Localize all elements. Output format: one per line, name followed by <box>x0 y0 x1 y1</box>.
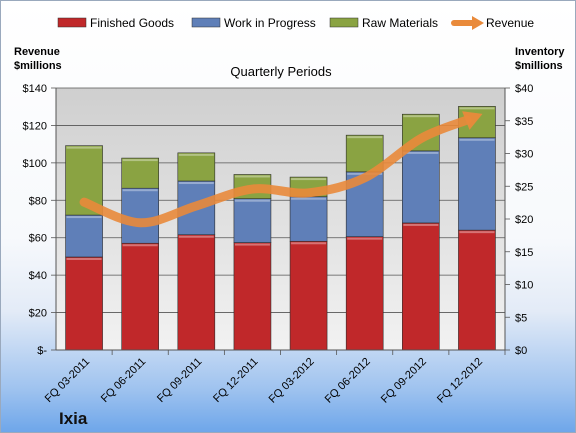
bar-highlight <box>66 257 102 260</box>
left-tick-label: $100 <box>23 158 47 170</box>
left-tick-label: $- <box>37 345 47 357</box>
x-tick-label: FQ 06-2011 <box>99 356 148 405</box>
legend-label: Finished Goods <box>90 16 174 30</box>
bar-finished-goods <box>289 240 328 351</box>
left-tick-label: $120 <box>23 120 47 132</box>
bar-highlight <box>459 138 495 141</box>
revenue-point <box>419 137 422 140</box>
bar-highlight <box>122 244 158 247</box>
legend-label: Work in Progress <box>224 16 316 30</box>
bar-highlight <box>347 136 383 139</box>
bar-work-in-progress <box>65 214 103 258</box>
x-tick-label: FQ 03-2012 <box>267 356 317 406</box>
right-tick-label: $40 <box>515 83 533 95</box>
bar-finished-goods <box>345 236 384 351</box>
right-tick-label: $15 <box>515 247 533 259</box>
bar-highlight <box>234 199 270 202</box>
revenue-point <box>363 176 366 179</box>
bar-highlight <box>459 107 495 110</box>
bar-highlight <box>122 189 158 192</box>
bar-raw-materials <box>121 157 159 189</box>
bar-finished-goods <box>233 242 272 351</box>
bar-highlight <box>403 223 439 226</box>
left-tick-label: $20 <box>29 308 47 320</box>
left-axis-title-line-1: Revenue <box>14 46 60 58</box>
bar-finished-goods <box>177 234 216 351</box>
x-tick-label: FQ 09-2012 <box>379 356 429 406</box>
legend-swatch-raw-materials <box>329 17 359 28</box>
chart-title: Quarterly Periods <box>230 64 332 79</box>
bar-highlight <box>291 178 327 181</box>
left-tick-label: $60 <box>29 233 47 245</box>
bar-finished-goods <box>458 229 496 351</box>
left-tick-label: $80 <box>29 195 47 207</box>
right-tick-label: $25 <box>515 181 533 193</box>
company-name: Ixia <box>59 409 88 428</box>
left-tick-label: $40 <box>29 270 47 282</box>
bar-highlight <box>178 235 214 238</box>
right-tick-label: $5 <box>515 312 527 324</box>
bar-highlight <box>66 146 102 149</box>
bar-highlight <box>403 115 439 118</box>
right-tick-label: $0 <box>515 345 527 357</box>
bar-highlight <box>178 182 214 185</box>
bar-finished-goods <box>402 222 440 351</box>
revenue-point <box>251 188 254 191</box>
x-tick-label: FQ 09-2011 <box>155 356 204 405</box>
x-tick-label: FQ 03-2011 <box>43 356 92 405</box>
legend-swatch-work-in-progress <box>191 17 221 28</box>
x-tick-label: FQ 06-2012 <box>323 356 373 406</box>
bar-highlight <box>459 231 495 234</box>
left-axis-title-line-2: $millions <box>14 60 62 72</box>
revenue-point <box>475 115 478 118</box>
right-tick-label: $35 <box>515 116 533 128</box>
right-tick-label: $20 <box>515 214 533 226</box>
right-tick-label: $10 <box>515 280 533 292</box>
right-tick-label: $30 <box>515 149 533 161</box>
right-axis-title-line-1: Inventory <box>515 46 565 58</box>
bar-highlight <box>122 159 158 162</box>
revenue-point <box>139 221 142 224</box>
bar-finished-goods <box>65 256 103 351</box>
bar-highlight <box>66 216 102 219</box>
bar-work-in-progress <box>402 150 440 224</box>
bar-highlight <box>178 153 214 156</box>
revenue-point <box>307 191 310 194</box>
legend-label: Revenue <box>486 16 534 30</box>
bar-highlight <box>403 151 439 154</box>
revenue-point <box>195 204 198 207</box>
bar-work-in-progress <box>233 198 272 243</box>
legend-swatch-revenue-arrow <box>472 16 484 30</box>
bar-work-in-progress <box>458 137 496 231</box>
left-tick-label: $140 <box>23 83 47 95</box>
legend-label: Raw Materials <box>362 16 438 30</box>
bar-highlight <box>234 243 270 246</box>
revenue-arrowhead <box>462 111 483 130</box>
bar-work-in-progress <box>121 187 159 244</box>
x-tick-label: FQ 12-2011 <box>211 356 260 405</box>
bar-work-in-progress <box>289 196 328 242</box>
x-tick-label: FQ 12-2012 <box>435 356 485 406</box>
bar-highlight <box>234 175 270 178</box>
bar-raw-materials <box>177 152 216 182</box>
bar-finished-goods <box>121 242 159 351</box>
revenue-point <box>83 201 86 204</box>
bar-highlight <box>291 242 327 245</box>
revenue-line <box>79 115 472 228</box>
right-axis-title-line-2: $millions <box>515 60 563 72</box>
legend-swatch-finished-goods <box>57 17 87 28</box>
bar-highlight <box>347 237 383 240</box>
bar-highlight <box>291 197 327 200</box>
